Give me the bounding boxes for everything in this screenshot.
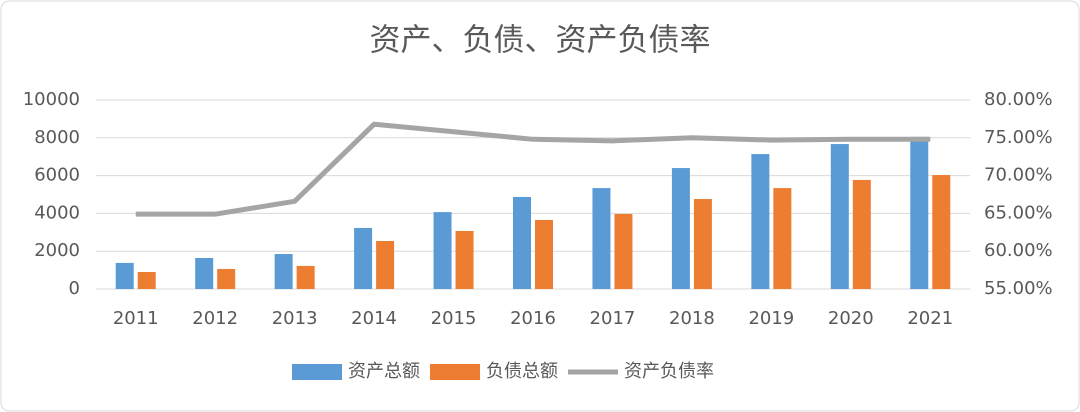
y-tick-label: 2000: [34, 240, 80, 261]
y2-tick-label: 80.00%: [984, 89, 1053, 110]
bar: [115, 262, 134, 289]
bar: [830, 144, 849, 289]
x-tick-label: 2017: [590, 308, 636, 329]
y2-tick-label: 65.00%: [984, 202, 1053, 223]
bar: [513, 196, 531, 289]
y2-tick-label: 70.00%: [984, 165, 1053, 186]
bar: [455, 230, 474, 289]
y-tick-label: 6000: [34, 165, 80, 186]
x-tick-label: 2020: [828, 308, 874, 329]
x-tick-label: 2015: [431, 308, 477, 329]
x-tick-label: 2018: [669, 308, 715, 329]
bar: [217, 268, 236, 289]
bar: [296, 265, 315, 289]
bar: [137, 271, 156, 289]
y2-tick-label: 55.00%: [984, 278, 1053, 299]
y2-tick-label: 75.00%: [984, 127, 1053, 148]
y-tick-label: 4000: [34, 202, 80, 223]
x-tick-label: 2013: [272, 308, 318, 329]
y-tick-label: 10000: [23, 89, 80, 110]
x-tick-label: 2016: [510, 308, 556, 329]
legend-label: 负债总额: [486, 361, 558, 382]
bar: [751, 154, 770, 289]
legend-label: 资产负债率: [624, 361, 714, 382]
x-tick-label: 2014: [351, 308, 397, 329]
bar: [773, 188, 792, 289]
bar: [592, 188, 611, 289]
legend-label: 资产总额: [348, 361, 420, 382]
x-tick-label: 2011: [113, 308, 159, 329]
bar: [376, 240, 395, 289]
legend-swatch: [430, 364, 480, 380]
bar: [671, 168, 690, 289]
bar: [354, 227, 373, 289]
legend-swatch: [292, 364, 342, 380]
y-tick-label: 0: [69, 278, 80, 299]
bar: [614, 213, 633, 289]
bar: [274, 254, 293, 289]
bar: [852, 179, 871, 289]
bar: [910, 136, 929, 289]
x-tick-label: 2012: [192, 308, 238, 329]
bar: [535, 220, 553, 289]
y2-tick-label: 60.00%: [984, 240, 1053, 261]
bar: [932, 175, 951, 289]
bar: [195, 258, 214, 289]
bar: [433, 212, 452, 289]
y-tick-label: 8000: [34, 127, 80, 148]
chart-title: 资产、负债、资产负债率: [370, 23, 711, 59]
x-tick-label: 2019: [748, 308, 794, 329]
line: [135, 121, 931, 217]
bar: [693, 199, 712, 289]
x-tick-label: 2021: [907, 308, 953, 329]
